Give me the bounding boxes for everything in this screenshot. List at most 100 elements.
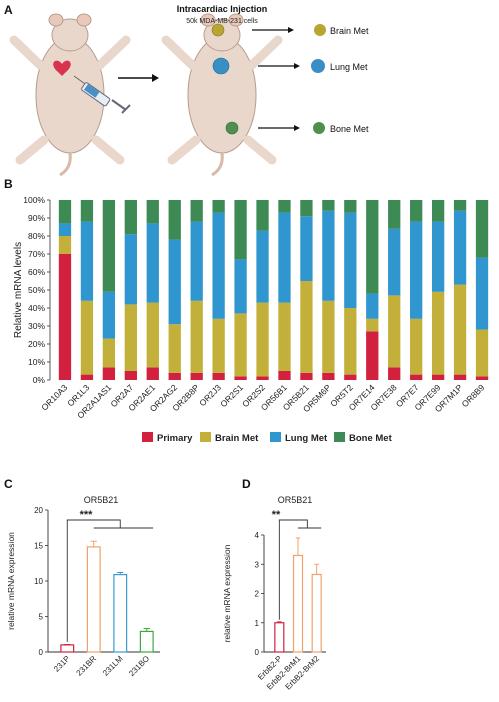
y-tick-label: 60% [28,267,45,277]
injection-title: Intracardiac Injection [177,4,268,14]
y-tick-label: 90% [28,213,45,223]
bar-segment-lung-met [124,234,137,305]
bone-met-marker-icon [225,121,239,135]
bar-segment-bone-met [453,200,467,211]
bar [86,546,101,653]
legend-label: Lung Met [285,433,328,444]
bar-segment-lung-met [256,230,269,303]
bar-segment-primary [124,371,137,380]
bar-segment-primary [431,374,445,380]
bar-segment-lung-met [388,228,401,296]
bar-segment-bone-met [278,200,291,213]
y-tick-label: 15 [34,542,43,551]
lung-met-icon [311,59,325,73]
bar-segment-brain-met [256,302,269,377]
bar-segment-primary [300,372,313,380]
y-tick-label: 5 [39,613,44,622]
y-tick-label: 80% [28,231,45,241]
bar-segment-bone-met [58,200,72,224]
bar-segment-brain-met [124,304,137,371]
bone-met-icon [313,122,325,134]
bar-segment-bone-met [212,200,225,213]
bar-segment-brain-met [300,281,313,373]
bar-segment-lung-met [58,223,72,236]
bar-segment-primary [388,367,401,380]
bar [139,630,154,653]
bar-segment-lung-met [80,221,94,301]
bar-segment-primary [344,374,357,380]
syringe-icon [73,75,131,114]
legend-swatch [270,432,281,442]
bar-segment-brain-met [102,338,116,368]
bar-segment-bone-met [234,200,247,260]
legend-swatch [200,432,211,442]
bar-segment-bone-met [410,200,423,222]
bar [60,644,75,653]
bar-segment-lung-met [190,221,203,301]
bar-segment-bone-met [322,200,335,211]
bar-segment-brain-met [344,308,357,375]
bar-segment-primary [475,376,489,380]
bar-segment-primary [102,367,116,380]
bar-segment-lung-met [300,216,313,281]
bar [113,574,128,653]
bar-segment-primary [256,376,269,380]
y-axis-label: relative mRNA expression [222,544,232,642]
panel-d-letter: D [242,477,251,491]
bar-segment-bone-met [300,200,313,217]
bar-segment-bone-met [102,200,116,292]
bar-segment-bone-met [256,200,269,231]
outcome-arrows [252,27,300,131]
x-tick-label: 231BR [74,654,98,678]
bar-segment-lung-met [322,210,335,301]
bar-segment-primary [366,331,379,380]
bar-segment-brain-met [322,300,335,373]
bar-segment-brain-met [410,318,423,375]
lung-met-marker-icon [212,57,230,75]
y-tick-label: 4 [255,531,260,540]
bar-segment-primary [278,371,291,380]
panel-c-letter: C [4,477,13,491]
bar-segment-brain-met [453,284,467,375]
injection-subtitle: 50k MDA-MB-231 cells [186,18,258,25]
bar-segment-brain-met [58,236,72,254]
brain-met-marker-icon [211,23,225,37]
bar-segment-bone-met [80,200,94,222]
bar-segment-lung-met [431,221,445,292]
brain-met-label: Brain Met [330,26,369,36]
bar-segment-brain-met [475,329,489,377]
bar-segment-bone-met [344,200,357,213]
y-tick-label: 2 [255,590,260,599]
mouse-right-illustration [161,13,283,177]
panel-a-letter: A [4,3,13,17]
chart-title: OR5B21 [84,495,119,505]
bar-segment-brain-met [168,324,181,373]
bar-segment-brain-met [146,302,159,368]
bar-segment-bone-met [146,200,159,224]
bar-segment-lung-met [278,212,291,303]
legend-label: Primary [157,433,193,444]
y-tick-label: 40% [28,303,45,313]
bar-segment-bone-met [431,200,445,222]
x-tick-label: OR8B9 [460,382,487,409]
x-tick-label: OR10A3 [39,382,69,412]
bar-segment-primary [146,367,159,380]
brain-met-icon [314,24,326,36]
legend-label: Bone Met [349,433,393,444]
y-tick-label: 0% [33,375,46,385]
arrow-injection-head [152,74,159,82]
bar-segment-lung-met [453,210,467,285]
lung-met-label: Lung Met [330,62,368,72]
x-tick-label: 231LM [101,654,125,678]
y-tick-label: 1 [255,619,260,628]
y-tick-label: 0 [39,648,44,657]
bar-segment-lung-met [146,223,159,303]
y-tick-label: 10 [34,577,43,586]
bar [274,622,285,653]
bar-segment-brain-met [431,291,445,375]
legend-swatch [142,432,153,442]
x-tick-label: 231P [52,654,72,674]
heart-icon [53,60,71,76]
bar-segment-brain-met [234,313,247,377]
